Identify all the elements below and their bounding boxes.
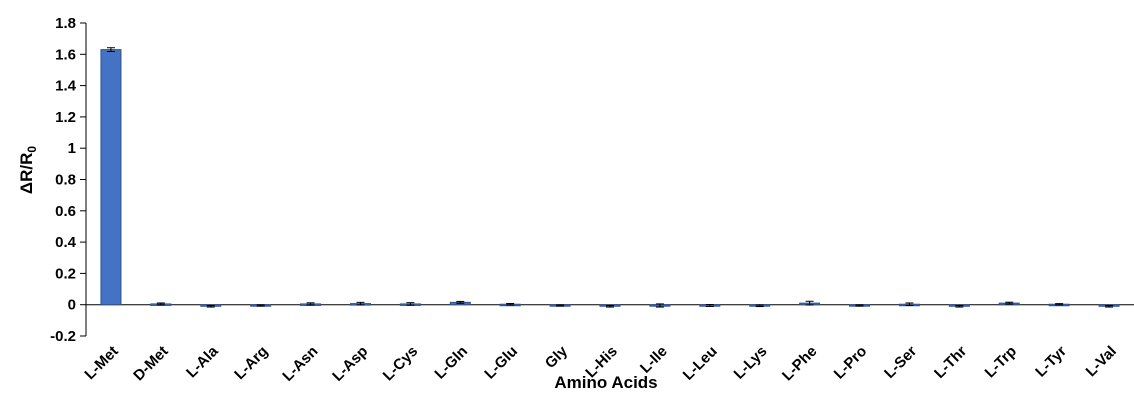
x-tick-label: L-Phe	[779, 343, 820, 384]
x-tick-label: L-Leu	[680, 343, 721, 384]
y-axis-title-subscript: 0	[25, 146, 39, 153]
y-tick-label: 1.2	[55, 109, 76, 126]
y-tick-label: 1	[68, 140, 76, 157]
y-tick-label: 0	[68, 297, 76, 314]
x-tick-label: L-Met	[81, 343, 121, 383]
y-tick-label: -0.2	[50, 328, 76, 345]
x-tick-label: L-Cys	[380, 343, 421, 384]
plot-area: -0.2 0 0.2 0.4 0.6 0.8 1 1.2 1.4 1.6 1.8 L-Met D-Met…	[50, 15, 1134, 385]
bar-l-met	[100, 49, 122, 306]
x-tick-label: L-Lys	[731, 343, 771, 383]
x-tick-label: L-Glu	[481, 343, 521, 383]
y-tick-label: 1.8	[55, 15, 76, 32]
x-tick-label: L-Tyr	[1032, 343, 1070, 381]
x-tick-label: Gly	[542, 342, 572, 372]
x-tick-label: L-Thr	[931, 343, 970, 382]
y-tick-label: 1.4	[55, 78, 77, 95]
x-tick-label: L-Pro	[831, 343, 871, 383]
y-tick-label: 0.6	[55, 203, 76, 220]
y-axis-title-main: ΔR/R	[17, 153, 36, 195]
x-tick-label: L-Asp	[329, 343, 371, 385]
x-tick-label: L-Trp	[982, 343, 1021, 382]
x-tick-label: L-Ala	[183, 342, 222, 381]
x-tick-label: L-Val	[1082, 343, 1119, 380]
y-tick-label: 0.4	[55, 234, 77, 251]
y-tick-label: 1.6	[55, 46, 76, 63]
x-axis-title: Amino Acids	[554, 373, 657, 392]
x-tick-label: D-Met	[130, 343, 171, 384]
y-tick-label: 0.2	[55, 265, 76, 282]
y-axis-title: ΔR/R0	[17, 146, 39, 195]
x-tick-label: L-Asn	[279, 343, 321, 385]
svg-text:ΔR/R0: ΔR/R0	[17, 146, 39, 195]
x-tick-label: L-Ile	[637, 343, 671, 377]
x-tick-label: L-Arg	[231, 343, 271, 383]
x-tick-label: L-Gln	[431, 343, 471, 383]
x-tick-label: L-Ser	[881, 343, 920, 382]
y-tick-label: 0.8	[55, 172, 76, 189]
